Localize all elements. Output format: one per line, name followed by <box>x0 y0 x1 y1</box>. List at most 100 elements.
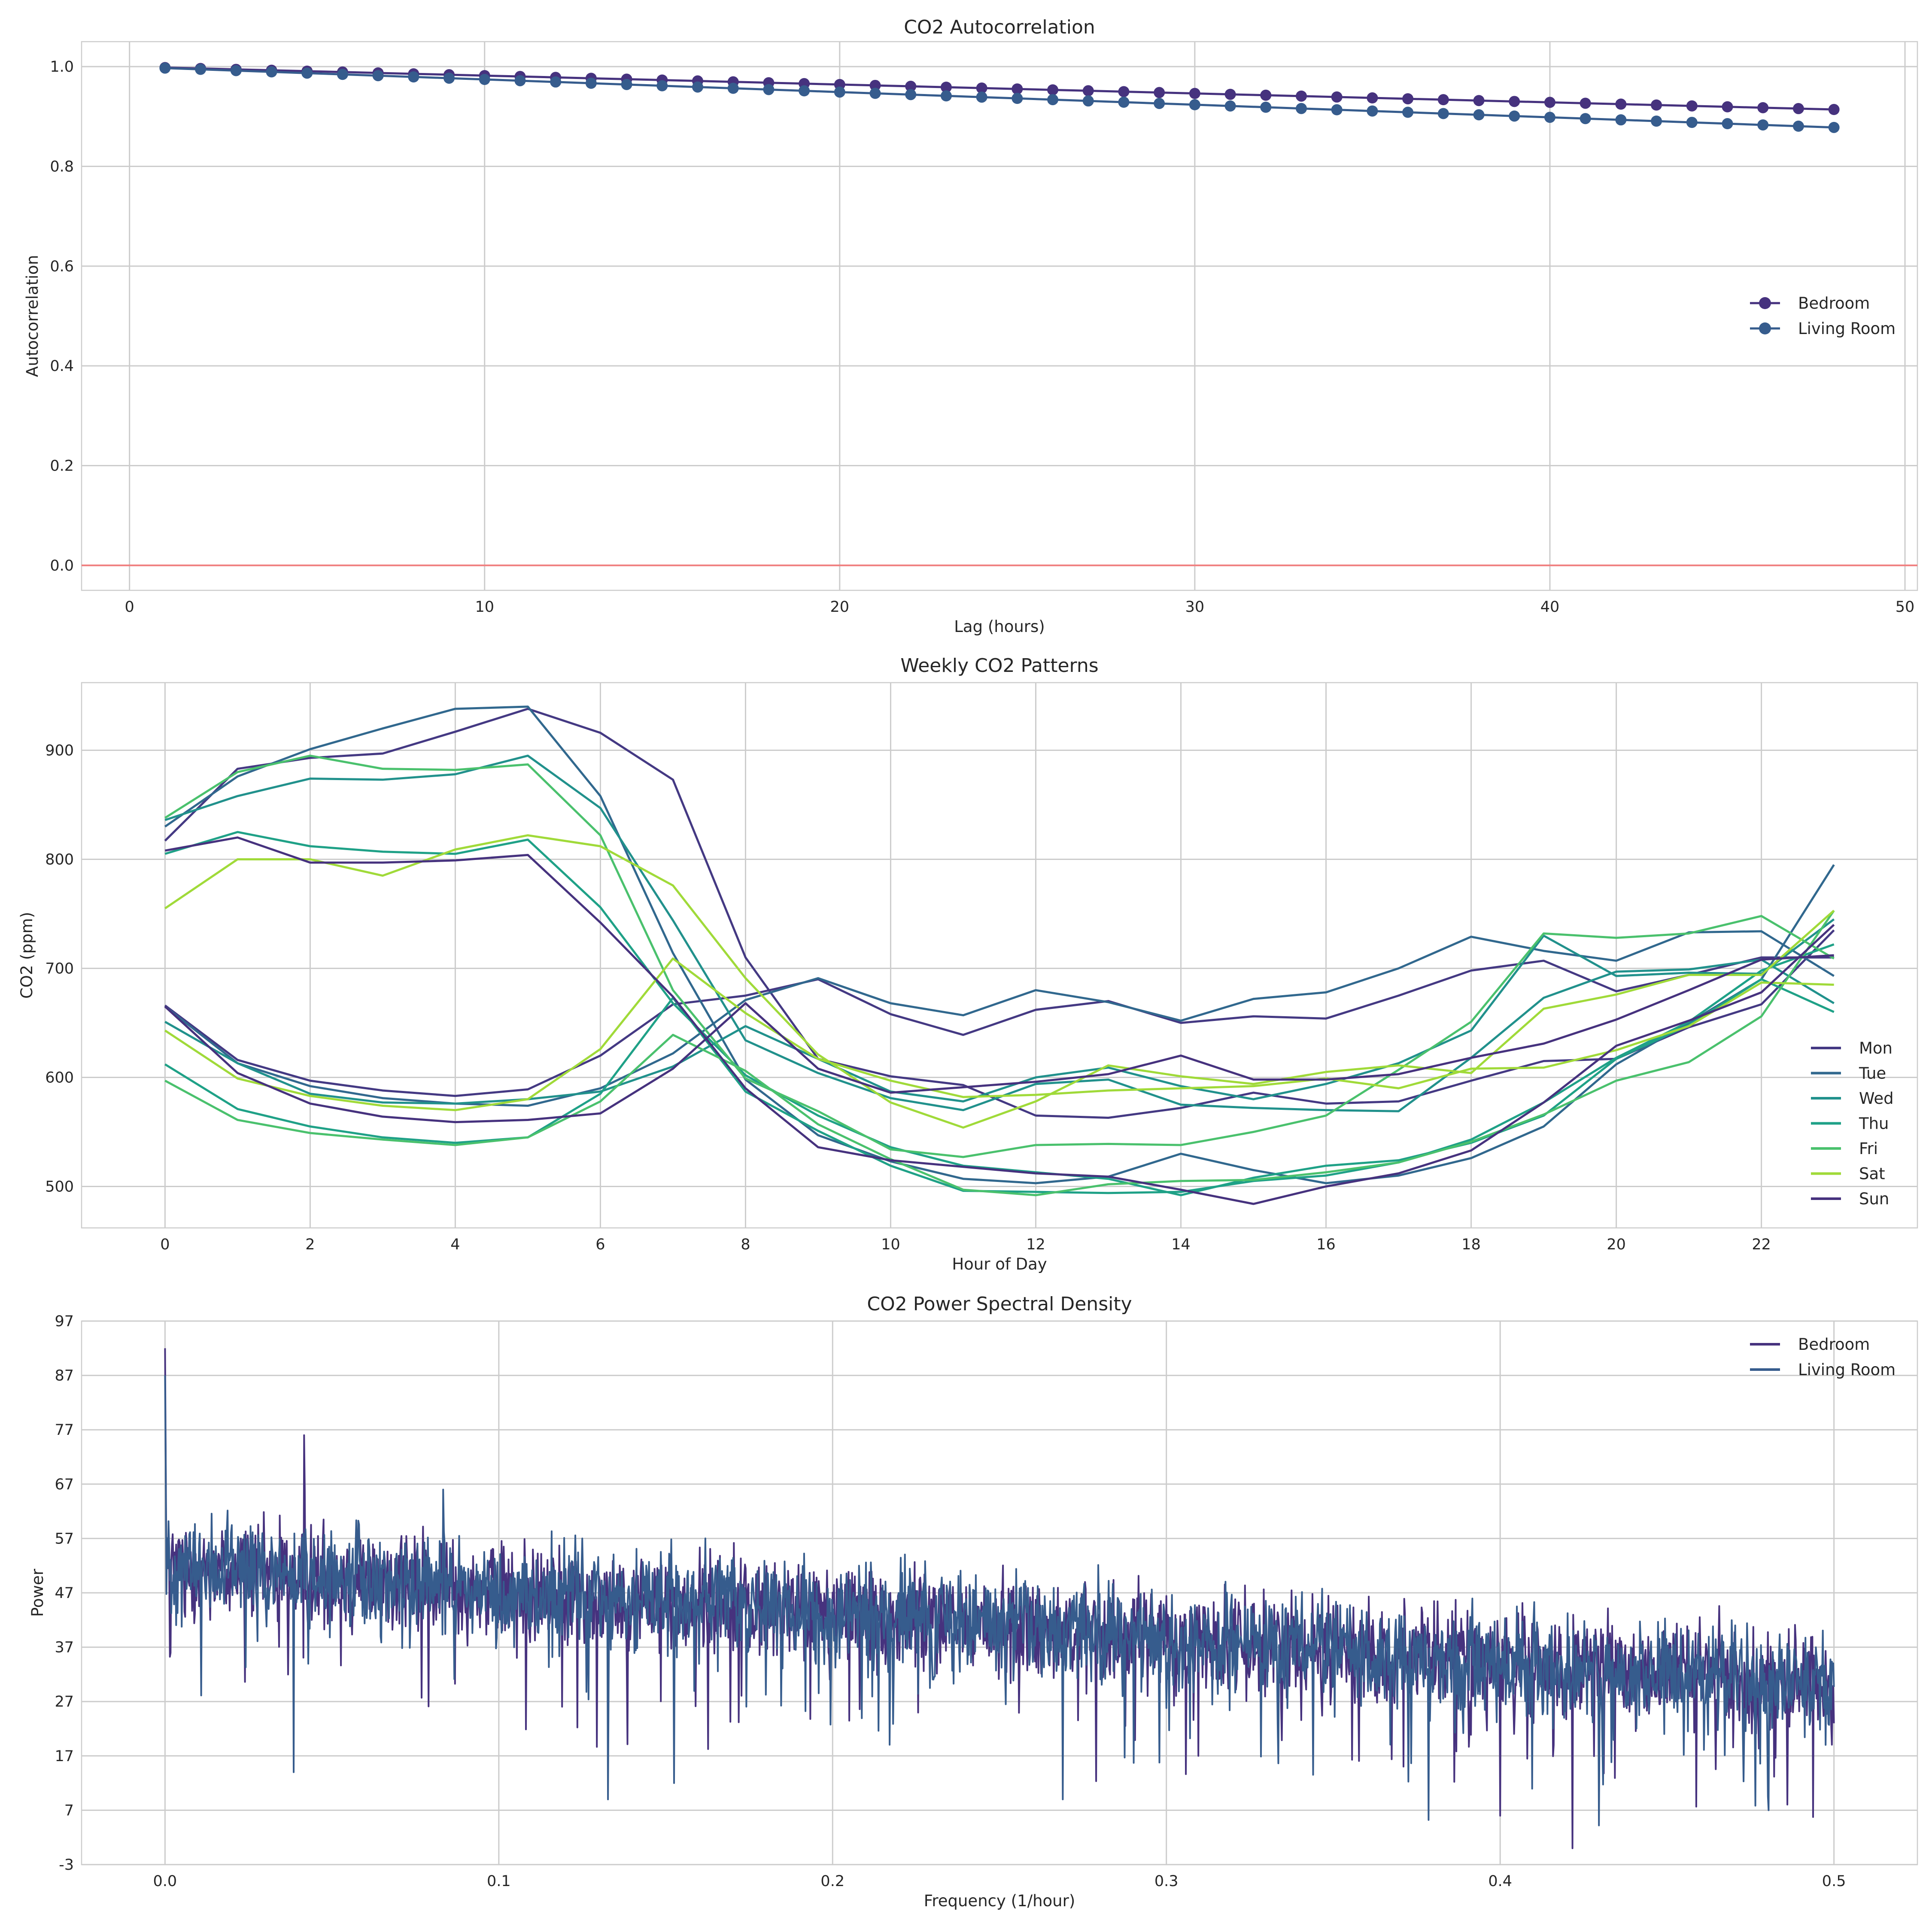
weekly-line-fri-2 <box>164 910 1835 1197</box>
autocorr-point-bedroom <box>1154 87 1165 98</box>
autocorr-point-living-room <box>1296 103 1307 114</box>
weekly-line-mon-1 <box>164 708 1835 1119</box>
psd-legend: Bedroom Living Room <box>1750 1335 1896 1379</box>
autocorr-point-living-room <box>1580 113 1591 125</box>
y-tick-label: 0.0 <box>50 557 74 574</box>
autocorr-line-bedroom <box>165 66 1834 111</box>
autocorr-point-living-room <box>1437 108 1449 119</box>
x-tick-label: 20 <box>1607 1236 1626 1253</box>
weekly-line-thu-2 <box>164 943 1835 1194</box>
weekly-line-sun-2 <box>164 954 1834 1124</box>
y-tick-label: 800 <box>45 851 74 868</box>
x-tick-label: 2 <box>305 1236 315 1253</box>
y-tick-label: -3 <box>59 1856 74 1874</box>
y-tick-label: 57 <box>55 1530 74 1547</box>
autocorr-point-living-room <box>266 66 277 78</box>
weekly-line-tue-1 <box>164 705 1835 1185</box>
autocorr-point-living-room <box>408 71 419 83</box>
psd-panel: CO2 Power Spectral Density 0.0 0.1 0.2 0.3 0… <box>28 1293 1918 1910</box>
autocorr-point-living-room <box>1047 94 1059 106</box>
autocorr-point-living-room <box>479 74 490 85</box>
autocorr-point-bedroom <box>1615 98 1627 110</box>
autocorr-point-living-room <box>372 70 384 82</box>
autocorr-x-ticks: 0 10 20 30 40 50 <box>125 598 1915 616</box>
weekly-legend-label-wed: Wed <box>1859 1089 1894 1108</box>
autocorr-plot-area <box>81 41 1918 591</box>
weekly-legend-label-sat: Sat <box>1859 1165 1885 1183</box>
psd-title: CO2 Power Spectral Density <box>867 1293 1132 1315</box>
x-tick-label: 0.2 <box>820 1873 844 1890</box>
weekly-x-ticks: 0 2 4 6 8 10 12 14 16 18 20 22 <box>160 1236 1771 1253</box>
psd-legend-label-bedroom: Bedroom <box>1798 1335 1870 1354</box>
autocorr-xlabel: Lag (hours) <box>954 617 1045 636</box>
autocorr-point-bedroom <box>1792 103 1804 114</box>
autocorr-point-living-room <box>1224 100 1236 112</box>
x-tick-label: 8 <box>741 1236 750 1253</box>
autocorr-point-bedroom <box>1012 83 1023 95</box>
autocorr-point-living-room <box>799 85 810 97</box>
y-tick-label: 0.6 <box>50 258 74 275</box>
x-tick-label: 18 <box>1461 1236 1481 1253</box>
autocorr-point-living-room <box>656 80 668 91</box>
autocorr-point-living-room <box>444 73 455 84</box>
autocorr-point-living-room <box>905 89 917 100</box>
autocorr-point-living-room <box>834 86 845 98</box>
y-tick-label: 700 <box>45 960 74 977</box>
weekly-line-fri-1 <box>164 754 1835 1158</box>
y-tick-label: 17 <box>55 1748 74 1765</box>
autocorr-point-living-room <box>1118 97 1130 108</box>
weekly-line-wed-1 <box>164 754 1835 1112</box>
autocorr-point-bedroom <box>976 82 987 94</box>
autocorr-point-bedroom <box>1047 84 1059 96</box>
autocorr-point-bedroom <box>1580 97 1591 109</box>
psd-series <box>164 1348 1835 1849</box>
autocorr-point-bedroom <box>940 82 952 93</box>
weekly-legend-label-sun: Sun <box>1859 1190 1889 1208</box>
weekly-legend-label-thu: Thu <box>1859 1115 1889 1133</box>
autocorr-point-living-room <box>1367 105 1378 117</box>
psd-legend-label-living-room: Living Room <box>1798 1361 1896 1379</box>
autocorr-point-living-room <box>1651 115 1662 127</box>
autocorr-point-bedroom <box>1367 92 1378 104</box>
autocorr-point-living-room <box>940 90 952 102</box>
autocorr-point-living-room <box>585 77 597 89</box>
autocorr-point-living-room <box>1615 114 1627 126</box>
psd-plot-area <box>81 1320 1918 1865</box>
autocorr-point-living-room <box>763 84 775 95</box>
psd-line-living-room <box>164 1375 1835 1826</box>
autocorr-point-bedroom <box>1828 104 1840 115</box>
weekly-line-sat-1 <box>164 834 1835 1129</box>
autocorr-point-living-room <box>1260 101 1272 113</box>
x-tick-label: 14 <box>1171 1236 1191 1253</box>
y-tick-label: 97 <box>55 1313 74 1330</box>
y-tick-label: 87 <box>55 1367 74 1385</box>
autocorr-point-living-room <box>1792 120 1804 132</box>
weekly-legend: Mon Tue Wed Thu Fri Sat Sun <box>1811 1039 1894 1208</box>
autocorr-point-bedroom <box>1296 90 1307 102</box>
autocorr-point-bedroom <box>1260 89 1272 101</box>
psd-xlabel: Frequency (1/hour) <box>924 1892 1075 1910</box>
weekly-grid <box>82 683 1917 1228</box>
autocorr-point-bedroom <box>1722 101 1733 112</box>
autocorr-point-living-room <box>1473 109 1485 121</box>
y-tick-label: 47 <box>55 1585 74 1602</box>
weekly-legend-label-fri: Fri <box>1859 1139 1878 1158</box>
autocorr-point-bedroom <box>1651 99 1662 111</box>
autocorr-point-living-room <box>1544 112 1555 123</box>
psd-ylabel: Power <box>28 1568 47 1617</box>
autocorr-point-bedroom <box>1224 88 1236 100</box>
autocorr-point-living-room <box>1082 95 1094 107</box>
autocorr-point-living-room <box>1402 106 1414 118</box>
autocorr-point-bedroom <box>1437 94 1449 106</box>
weekly-line-wed-2 <box>164 918 1835 1105</box>
weekly-xlabel: Hour of Day <box>952 1255 1047 1273</box>
x-tick-label: 0.5 <box>1822 1873 1846 1890</box>
autocorr-point-bedroom <box>1331 91 1343 103</box>
x-tick-label: 10 <box>881 1236 900 1253</box>
y-tick-label: 0.2 <box>50 458 74 475</box>
autocorr-point-bedroom <box>1402 93 1414 105</box>
y-tick-label: 500 <box>45 1178 74 1195</box>
autocorr-point-living-room <box>550 76 562 88</box>
weekly-ylabel: CO2 (ppm) <box>18 912 36 999</box>
